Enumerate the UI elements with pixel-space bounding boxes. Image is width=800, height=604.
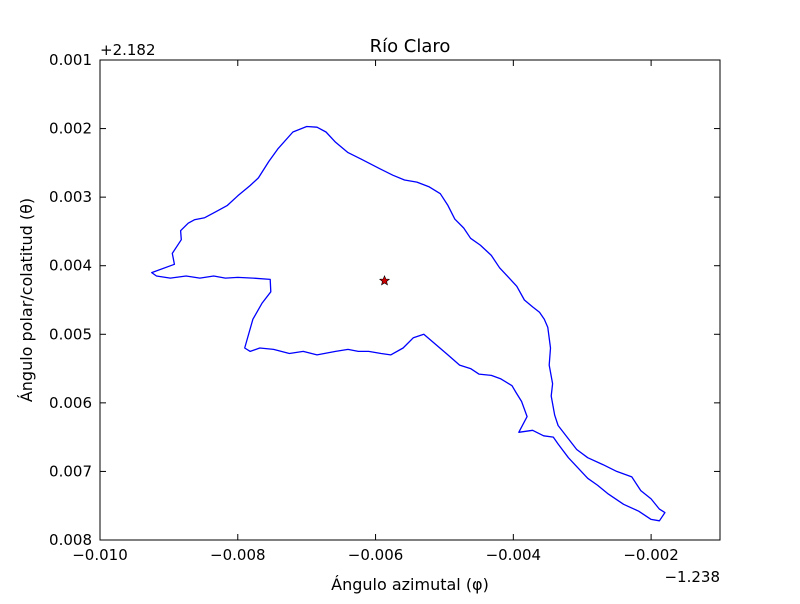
- chart-title: Río Claro: [370, 36, 451, 57]
- y-axis-label: Ángulo polar/colatitud (θ): [17, 198, 36, 402]
- y-tick-label: 0.003: [49, 188, 92, 206]
- axis-ticks: −0.010 −0.008 −0.006 −0.004 −0.002 0.001 0.002…: [49, 51, 720, 564]
- x-tick-label: −0.004: [486, 546, 542, 564]
- y-tick-label: 0.004: [49, 257, 92, 275]
- x-offset-label: −1.238: [664, 568, 720, 586]
- centroid-star-marker: [378, 274, 391, 286]
- y-tick-label: 0.001: [49, 51, 92, 69]
- x-tick-label: −0.010: [72, 546, 128, 564]
- y-tick-label: 0.006: [49, 394, 92, 412]
- x-axis-label: Ángulo azimutal (φ): [331, 575, 489, 594]
- x-tick-label: −0.006: [348, 546, 404, 564]
- y-tick-label: 0.007: [49, 462, 92, 480]
- y-tick-label: 0.008: [49, 531, 92, 549]
- y-tick-label: 0.005: [49, 325, 92, 343]
- y-tick-label: 0.002: [49, 120, 92, 138]
- plot-content: [151, 125, 666, 522]
- y-offset-label: +2.182: [100, 41, 156, 59]
- plot-frame: [99, 59, 721, 541]
- x-tick-label: −0.002: [623, 546, 679, 564]
- basin-outline: [151, 125, 666, 522]
- x-tick-label: −0.008: [210, 546, 266, 564]
